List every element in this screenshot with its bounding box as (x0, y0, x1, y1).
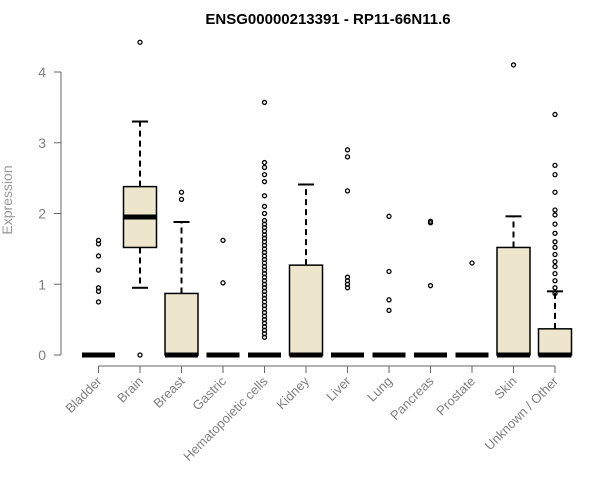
outlier-point (261, 164, 268, 171)
x-tick-label: Brain (114, 374, 146, 406)
outlier-point (344, 188, 351, 194)
outlier-point (552, 278, 558, 284)
outlier-point (552, 285, 558, 291)
x-tick-label: Gastric (189, 373, 229, 413)
outlier-point (261, 159, 268, 166)
outlier-point (261, 171, 268, 178)
outlier-point (386, 297, 392, 303)
outlier-point (261, 193, 268, 199)
outlier-point (552, 258, 558, 265)
x-tick-label: Breast (150, 373, 187, 410)
outlier-point (261, 99, 268, 106)
outlier-point (552, 244, 558, 251)
box-pancreas (414, 218, 447, 358)
outlier-point (95, 267, 102, 273)
outlier-point (178, 196, 185, 203)
outlier-point (344, 154, 351, 160)
x-tick-label: Bladder (62, 373, 105, 416)
outlier-point (552, 263, 558, 270)
outlier-point (95, 253, 102, 259)
box-liver (331, 147, 364, 358)
outlier-point (95, 299, 102, 305)
x-tick-label: Lung (364, 374, 395, 405)
y-tick-label: 2 (38, 206, 46, 222)
outlier-point (261, 179, 268, 185)
x-tick-label: Prostate (433, 374, 478, 419)
iqr-box (496, 246, 531, 356)
outlier-point (427, 218, 434, 224)
outlier-point (95, 285, 102, 291)
chart-title: ENSG00000213391 - RP11-66N11.6 (205, 11, 450, 28)
outlier-point (95, 237, 102, 244)
box-kidney (288, 183, 324, 358)
box-gastric (206, 237, 240, 358)
outlier-point (552, 230, 558, 236)
outlier-point (220, 280, 226, 286)
outlier-point (552, 221, 558, 227)
outlier-point (552, 171, 558, 178)
y-axis: 0 1 2 3 4 (38, 64, 62, 363)
box-hematopoietic-cells (248, 99, 281, 358)
outlier-point (386, 307, 392, 314)
x-tick-label: Pancreas (387, 373, 437, 423)
outlier-point (427, 283, 434, 289)
outlier-point (510, 62, 517, 68)
y-axis-label: Expression (0, 165, 15, 234)
outlier-point (552, 239, 558, 245)
outlier-point (261, 203, 268, 210)
iqr-box (164, 292, 199, 356)
box-lung (372, 213, 406, 358)
x-tick-label: Liver (323, 373, 354, 404)
outlier-point (344, 274, 351, 280)
outlier-point (552, 290, 558, 297)
box-bladder (82, 237, 115, 358)
outlier-point (552, 270, 558, 277)
outlier-point (386, 268, 392, 275)
outlier-point (552, 189, 558, 195)
outlier-point (261, 217, 268, 224)
outlier-point (552, 111, 558, 118)
y-tick-label: 1 (38, 276, 46, 292)
outlier-point (178, 189, 185, 195)
box-unknown-other (537, 111, 573, 358)
y-tick-label: 4 (38, 64, 46, 80)
box-prostate (455, 260, 489, 358)
box-breast (164, 189, 199, 358)
outlier-point (344, 147, 351, 153)
outlier-point (261, 210, 268, 217)
iqr-box (537, 328, 573, 356)
y-tick-label: 0 (38, 347, 46, 363)
outlier-point (552, 162, 558, 169)
outlier-point (552, 251, 558, 258)
outlier-point (386, 213, 392, 219)
x-tick-label: Skin (491, 374, 519, 402)
x-tick-label: Kidney (273, 373, 312, 412)
outlier-point (552, 212, 558, 218)
box-brain (122, 39, 158, 358)
outlier-point (220, 237, 226, 244)
outlier-point (137, 39, 143, 45)
y-tick-label: 3 (38, 135, 46, 151)
boxes-layer (82, 39, 573, 358)
iqr-box (288, 264, 324, 356)
outlier-point (469, 260, 475, 266)
box-skin (496, 62, 531, 358)
outlier-point (552, 207, 558, 213)
outlier-point (137, 352, 143, 358)
x-tick-label: Unknown / Other (482, 373, 562, 453)
